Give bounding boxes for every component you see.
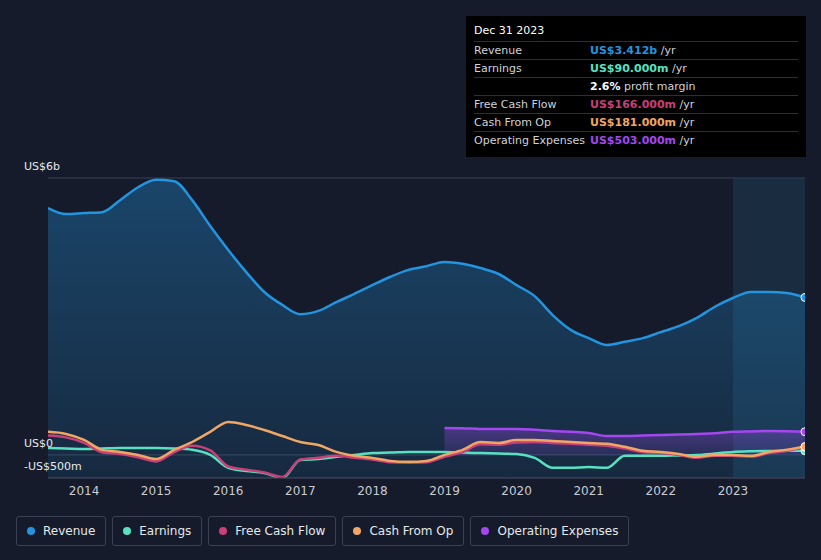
html-text:US$503.000m /yr: US$503.000m /yr (590, 134, 695, 147)
html-text:Earnings: Earnings (474, 62, 522, 75)
html-text:Free Cash Flow: Free Cash Flow (474, 98, 557, 111)
svg-text:-US$500m: -US$500m (24, 460, 82, 473)
svg-text:US$6b: US$6b (24, 160, 60, 173)
html-text:Revenue: Revenue (43, 524, 96, 538)
svg-text:2019: 2019 (429, 484, 460, 498)
html-text:US$90.000m /yr: US$90.000m /yr (590, 62, 687, 75)
html-text:US$166.000m /yr: US$166.000m /yr (590, 98, 695, 111)
html-text:Operating Expenses: Operating Expenses (497, 524, 619, 538)
html-text:Earnings: Earnings (139, 524, 192, 538)
svg-text:2018: 2018 (357, 484, 388, 498)
html-text:2.6% profit margin: 2.6% profit margin (590, 80, 696, 93)
html-text:Free Cash Flow: Free Cash Flow (235, 524, 326, 538)
html-text:US$3.412b /yr: US$3.412b /yr (590, 44, 676, 57)
html-text:Cash From Op: Cash From Op (369, 524, 454, 538)
html-text:US$181.000m /yr: US$181.000m /yr (590, 116, 695, 129)
html-text:Cash From Op: Cash From Op (474, 116, 551, 129)
svg-text:2020: 2020 (501, 484, 532, 498)
svg-text:2014: 2014 (69, 484, 100, 498)
html-text:Dec 31 2023: Dec 31 2023 (474, 24, 545, 37)
svg-text:2016: 2016 (213, 484, 244, 498)
html-text:Revenue: Revenue (474, 44, 522, 57)
svg-text:US$0: US$0 (24, 437, 53, 450)
svg-text:2015: 2015 (141, 484, 172, 498)
svg-text:2022: 2022 (646, 484, 677, 498)
svg-text:2017: 2017 (285, 484, 316, 498)
svg-text:2023: 2023 (718, 484, 749, 498)
html-text:Operating Expenses: Operating Expenses (474, 134, 585, 147)
svg-text:2021: 2021 (573, 484, 604, 498)
